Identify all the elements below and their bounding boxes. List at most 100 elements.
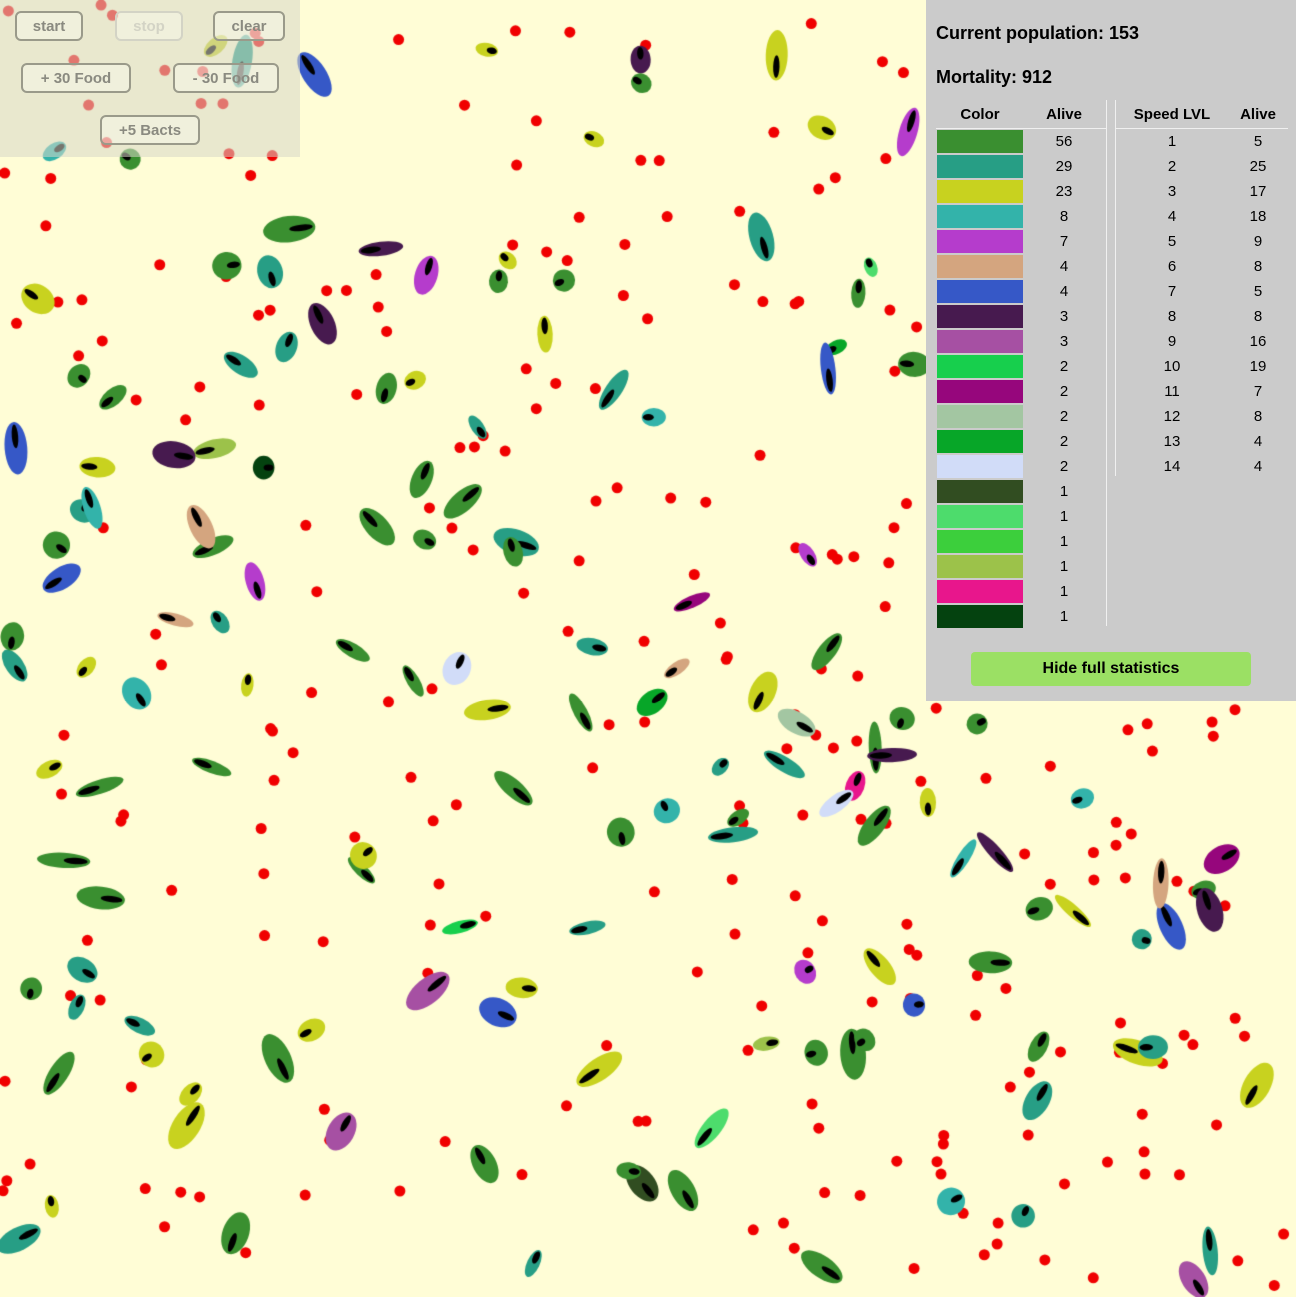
speed-level: 11 [1164,383,1180,400]
color-cell [936,455,1024,478]
speed-table-header: Speed LVL Alive [1116,100,1288,129]
mortality-label: Mortality: [936,67,1017,87]
color-cell [936,480,1024,503]
alive-column-header: Alive [1046,105,1082,123]
color-swatch [937,305,1023,328]
color-row: 3 [936,304,1106,329]
speed-row: 2 25 [1116,154,1288,179]
color-cell [936,280,1024,303]
color-alive-count: 2 [1059,458,1069,475]
color-swatch [937,330,1023,353]
color-swatch [937,505,1023,528]
speed-alive-count: 25 [1249,158,1267,175]
color-alive-count: 1 [1059,583,1069,600]
color-swatch [937,130,1023,153]
speed-alive-count: 5 [1253,283,1263,300]
color-alive-count: 2 [1059,408,1069,425]
speed-row: 3 17 [1116,179,1288,204]
speed-alive-count: 9 [1253,233,1263,250]
speed-level: 4 [1167,208,1177,225]
clear-button[interactable]: clear [213,11,285,41]
stop-button[interactable]: stop [115,11,183,41]
color-swatch [937,555,1023,578]
speed-level: 2 [1167,158,1177,175]
color-alive-count: 1 [1059,533,1069,550]
speed-row: 4 18 [1116,204,1288,229]
color-alive-count: 3 [1059,308,1069,325]
speed-alive-count: 8 [1253,308,1263,325]
color-cell [936,380,1024,403]
speed-alive-count: 5 [1253,133,1263,150]
speed-row: 11 7 [1116,379,1288,404]
color-row: 4 [936,279,1106,304]
color-swatch [937,480,1023,503]
speed-level: 14 [1163,458,1181,475]
color-swatch [937,455,1023,478]
color-alive-count: 1 [1059,508,1069,525]
color-alive-count: 1 [1059,483,1069,500]
color-alive-count: 23 [1055,183,1073,200]
color-cell [936,605,1024,628]
speed-level: 1 [1167,133,1177,150]
hide-statistics-button[interactable]: Hide full statistics [971,652,1251,686]
population-value: 153 [1108,23,1140,43]
speed-row: 9 16 [1116,329,1288,354]
color-swatch [937,205,1023,228]
color-cell [936,405,1024,428]
color-column-header: Color [960,105,1000,123]
color-cell [936,505,1024,528]
color-row: 23 [936,179,1106,204]
speed-alive-count: 8 [1253,258,1263,275]
color-swatch [937,580,1023,603]
speed-row: 14 4 [1116,454,1288,479]
speed-level: 13 [1163,433,1181,450]
color-alive-count: 4 [1059,258,1069,275]
speed-alive-count: 4 [1253,458,1263,475]
color-swatch [937,605,1023,628]
color-swatch [937,405,1023,428]
color-alive-count: 1 [1059,608,1069,625]
control-panel: start stop clear + 30 Food - 30 Food +5 … [0,0,300,157]
color-swatch [937,180,1023,203]
speed-row: 10 19 [1116,354,1288,379]
color-row: 2 [936,429,1106,454]
statistics-panel: Current population: 153 Mortality: 912 Col… [926,0,1296,701]
speed-row: 13 4 [1116,429,1288,454]
color-swatch [937,280,1023,303]
color-row: 1 [936,504,1106,529]
color-row: 2 [936,354,1106,379]
speed-alive-count: 18 [1249,208,1267,225]
remove-food-button[interactable]: - 30 Food [173,63,279,93]
color-cell [936,180,1024,203]
color-swatch [937,355,1023,378]
speed-level: 12 [1163,408,1181,425]
speed-alive-count: 7 [1253,383,1263,400]
color-row: 2 [936,379,1106,404]
speed-alive-count: 19 [1249,358,1267,375]
color-alive-count: 3 [1059,333,1069,350]
color-cell [936,580,1024,603]
speed-column-header: Speed LVL [1133,105,1211,123]
color-swatch [937,530,1023,553]
speed-alive-count: 16 [1249,333,1267,350]
speed-level: 10 [1163,358,1181,375]
add-food-button[interactable]: + 30 Food [21,63,131,93]
mortality-value: 912 [1022,67,1053,87]
color-table-header: Color Alive [936,100,1106,129]
color-swatch [937,255,1023,278]
color-row: 1 [936,604,1106,629]
color-cell [936,305,1024,328]
population-label: Current population: [936,23,1104,43]
add-bacts-button[interactable]: +5 Bacts [100,115,200,145]
start-button[interactable]: start [15,11,83,41]
color-cell [936,255,1024,278]
speed-alive-column-header: Alive [1240,105,1276,123]
color-alive-count: 8 [1059,208,1069,225]
color-alive-count: 4 [1059,283,1069,300]
speed-level: 9 [1167,333,1177,350]
color-alive-count: 1 [1059,558,1069,575]
color-alive-count: 29 [1055,158,1073,175]
